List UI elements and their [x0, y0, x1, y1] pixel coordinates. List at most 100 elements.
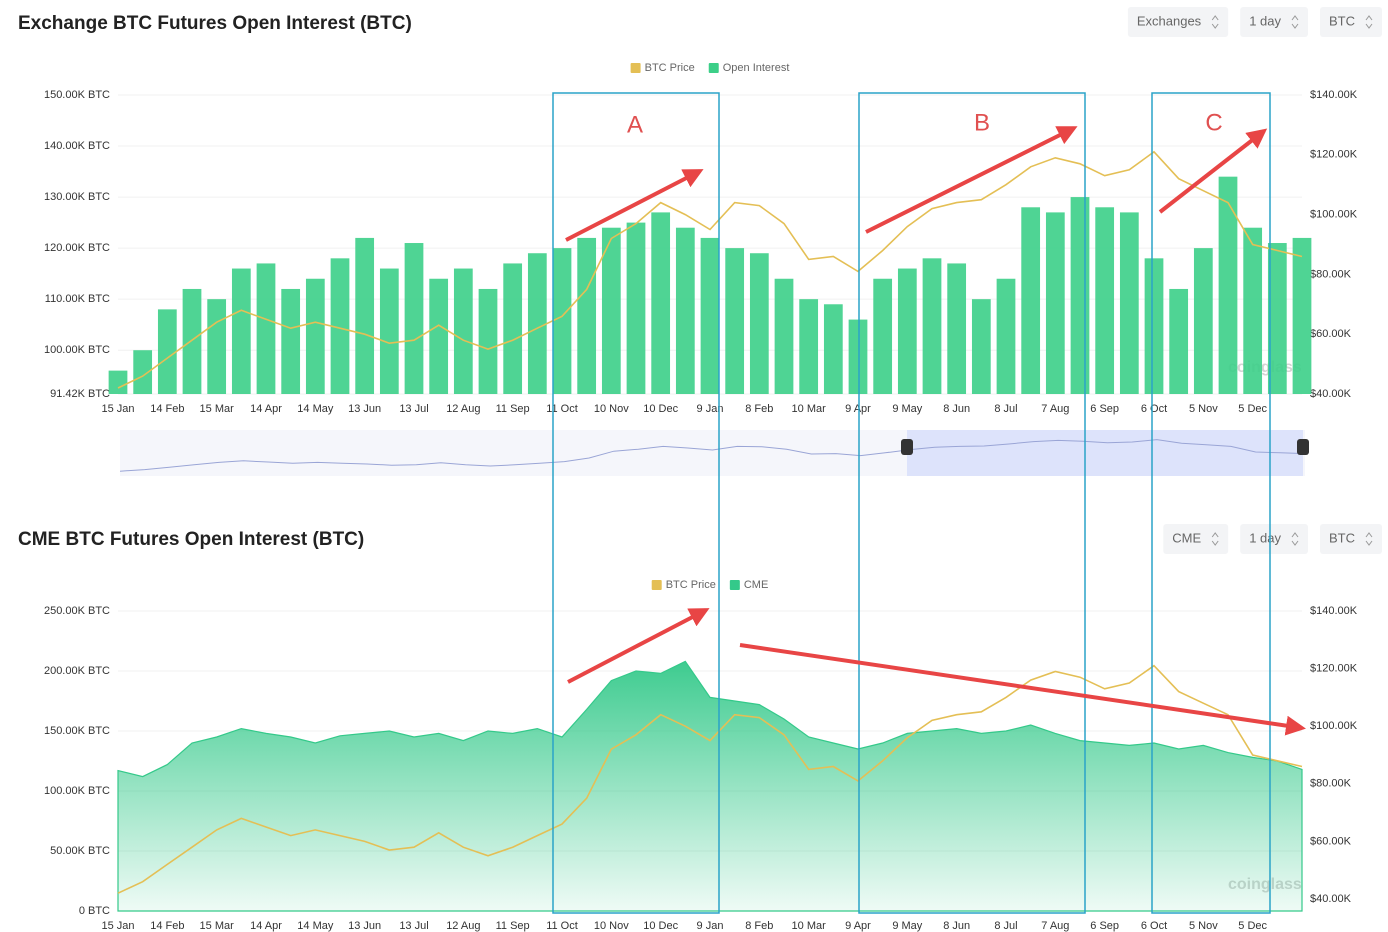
bar	[503, 263, 523, 394]
bar	[675, 227, 695, 394]
x-tick-label: 14 Feb	[150, 403, 184, 415]
bar	[774, 278, 794, 394]
chart-title: CME BTC Futures Open Interest (BTC)	[18, 529, 364, 550]
dropdown[interactable]: BTC	[1320, 524, 1382, 554]
x-tick-label: 8 Feb	[745, 920, 773, 932]
legend-label: CME	[744, 579, 768, 591]
x-tick-label: 12 Aug	[446, 920, 480, 932]
x-tick-label: 5 Nov	[1189, 403, 1218, 415]
bar	[971, 299, 991, 394]
arrow	[739, 643, 1306, 736]
x-tick-label: 11 Oct	[546, 920, 578, 932]
x-tick-label: 14 Apr	[250, 403, 282, 415]
y-tick-label: 110.00K BTC	[45, 293, 110, 305]
bar	[1193, 248, 1213, 394]
dropdown-box[interactable]	[1240, 524, 1308, 554]
x-tick-label: 10 Dec	[643, 920, 678, 932]
dropdown[interactable]: 1 day	[1240, 7, 1308, 37]
dropdown-label[interactable]: CME	[1172, 530, 1201, 545]
legend: BTC Price CME	[651, 579, 768, 591]
navigator-handle[interactable]	[901, 439, 913, 455]
dropdown-caret[interactable]	[1365, 15, 1373, 29]
x-tick-label: 13 Jun	[348, 920, 381, 932]
x-tick-label: 7 Aug	[1041, 403, 1069, 415]
range-navigator[interactable]	[119, 430, 1309, 476]
bar	[799, 299, 819, 394]
highlight-box	[858, 92, 1086, 914]
legend-swatch	[708, 63, 719, 73]
annotation-label: A	[627, 111, 643, 138]
dropdown[interactable]: CME	[1163, 524, 1229, 554]
bar	[1119, 212, 1139, 394]
bar	[873, 278, 893, 394]
bar	[749, 253, 769, 394]
dropdown-caret[interactable]	[1365, 532, 1373, 546]
y-tick-label: 140.00K BTC	[44, 140, 110, 152]
bar	[996, 278, 1016, 394]
dropdown-box[interactable]	[1127, 7, 1229, 37]
dropdown[interactable]: Exchanges	[1127, 7, 1229, 37]
legend: BTC Price Open Interest	[630, 62, 789, 74]
bar	[231, 268, 251, 394]
dropdown-box[interactable]	[1320, 7, 1382, 37]
y2-tick-label: $80.00K	[1310, 778, 1352, 790]
chart: Exchange BTC Futures Open Interest (BTC)…	[18, 7, 1382, 476]
bar	[256, 263, 276, 394]
bar	[1045, 212, 1065, 394]
x-tick-label: 14 Feb	[150, 920, 184, 932]
bar	[527, 253, 547, 394]
y2-tick-label: $60.00K	[1310, 328, 1352, 340]
x-tick-label: 8 Jul	[994, 920, 1017, 932]
bar	[1218, 176, 1238, 394]
dropdown[interactable]: 1 day	[1240, 524, 1308, 554]
x-tick-label: 6 Sep	[1090, 920, 1119, 932]
bar	[1021, 207, 1041, 394]
arrow	[1158, 128, 1268, 214]
bar	[330, 258, 350, 394]
dropdown-box[interactable]	[1240, 7, 1308, 37]
x-tick-label: 9 Apr	[845, 403, 871, 415]
x-tick-label: 6 Oct	[1141, 920, 1167, 932]
x-tick-label: 9 Jan	[697, 403, 724, 415]
dropdown-label[interactable]: 1 day	[1249, 530, 1281, 545]
x-tick-label: 8 Feb	[745, 403, 773, 415]
dropdown-caret[interactable]	[1291, 15, 1299, 29]
dropdown[interactable]: BTC	[1320, 7, 1382, 37]
y-tick-label: 120.00K BTC	[44, 242, 110, 254]
dropdown-label[interactable]: 1 day	[1249, 13, 1281, 28]
navigator-selection[interactable]	[907, 430, 1303, 476]
dropdown-caret[interactable]	[1211, 15, 1219, 29]
y-tick-label: 150.00K BTC	[44, 725, 110, 737]
legend-label: BTC Price	[666, 579, 716, 591]
dropdown-box[interactable]	[1163, 524, 1229, 554]
x-tick-label: 8 Jun	[943, 403, 970, 415]
bar	[157, 309, 177, 394]
bar	[922, 258, 942, 394]
x-tick-label: 10 Dec	[643, 403, 678, 415]
bar	[305, 278, 325, 394]
dropdown-caret[interactable]	[1291, 532, 1299, 546]
bar	[552, 248, 572, 394]
dropdown-caret[interactable]	[1211, 532, 1219, 546]
bar	[1267, 243, 1287, 394]
x-tick-label: 7 Aug	[1041, 920, 1069, 932]
chart-title: Exchange BTC Futures Open Interest (BTC)	[18, 13, 412, 34]
dropdown-label[interactable]: Exchanges	[1137, 13, 1202, 28]
x-tick-label: 8 Jul	[994, 403, 1017, 415]
annotation-label: B	[974, 109, 990, 136]
charts: Exchange BTC Futures Open Interest (BTC)…	[18, 7, 1382, 932]
legend-label: BTC Price	[645, 62, 695, 74]
bar	[429, 278, 449, 394]
bar	[626, 222, 646, 394]
dropdown-label[interactable]: BTC	[1329, 530, 1355, 545]
dropdown-label[interactable]: BTC	[1329, 13, 1355, 28]
navigator-handle[interactable]	[1297, 439, 1309, 455]
x-tick-label: 5 Nov	[1189, 920, 1218, 932]
bar	[133, 350, 153, 394]
bar	[453, 268, 473, 394]
bar	[379, 268, 399, 394]
dropdown-box[interactable]	[1320, 524, 1382, 554]
x-tick-label: 9 May	[892, 403, 922, 415]
highlight-box	[552, 92, 720, 914]
